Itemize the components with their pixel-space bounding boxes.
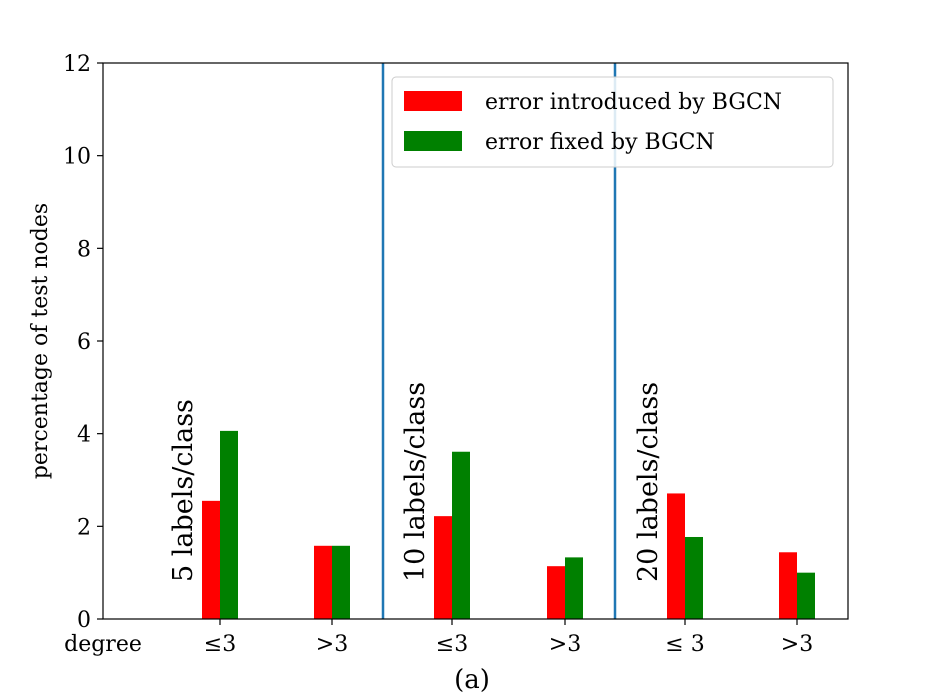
group-label-2: 20 labels/class <box>633 382 664 582</box>
legend-swatch-error-introduced <box>404 91 462 111</box>
bar-error-introduced-5 <box>779 552 797 619</box>
group-label-0: 5 labels/class <box>168 399 199 582</box>
y-tick-label: 12 <box>63 52 91 77</box>
bar-error-introduced-0 <box>202 500 220 619</box>
bar-error-fixed-4 <box>685 536 703 619</box>
bar-error-fixed-5 <box>797 572 815 619</box>
y-tick-label: 4 <box>77 423 91 448</box>
bars-layer <box>202 430 815 619</box>
bar-error-introduced-4 <box>667 493 685 619</box>
legend-swatch-error-fixed <box>404 131 462 151</box>
y-tick-label: 6 <box>77 330 91 355</box>
y-axis-ticks: 0 2 4 6 8 10 12 <box>63 52 103 633</box>
bar-error-introduced-3 <box>547 566 565 619</box>
group-labels: 5 labels/class 10 labels/class 20 labels/c… <box>168 382 664 582</box>
bar-error-introduced-1 <box>314 545 332 619</box>
y-tick-label: 8 <box>77 237 91 262</box>
bar-error-fixed-2 <box>452 451 470 619</box>
y-tick-label: 0 <box>77 608 91 633</box>
legend-box <box>391 76 834 168</box>
bar-error-fixed-0 <box>220 430 238 619</box>
legend: error introduced by BGCN error fixed by … <box>391 76 834 168</box>
legend-label-error-introduced: error introduced by BGCN <box>485 90 782 115</box>
x-axis-prefix-label: degree <box>64 632 142 657</box>
x-tick-label: ≤3 <box>436 632 468 657</box>
figure-caption: (a) <box>454 665 490 695</box>
y-axis-label: percentage of test nodes <box>28 203 53 479</box>
x-tick-label: ≤3 <box>204 632 236 657</box>
x-tick-label: >3 <box>781 632 813 657</box>
bar-error-fixed-3 <box>565 557 583 619</box>
x-tick-label: >3 <box>549 632 581 657</box>
y-tick-label: 10 <box>63 145 91 170</box>
group-label-1: 10 labels/class <box>400 382 431 582</box>
x-axis-ticks: ≤3 >3 ≤3 >3 ≤ 3 >3 <box>204 619 813 657</box>
x-tick-label: ≤ 3 <box>665 632 704 657</box>
y-tick-label: 2 <box>77 515 91 540</box>
bar-error-fixed-1 <box>332 545 350 619</box>
legend-label-error-fixed: error fixed by BGCN <box>485 130 715 155</box>
bar-error-introduced-2 <box>434 516 452 619</box>
x-tick-label: >3 <box>316 632 348 657</box>
